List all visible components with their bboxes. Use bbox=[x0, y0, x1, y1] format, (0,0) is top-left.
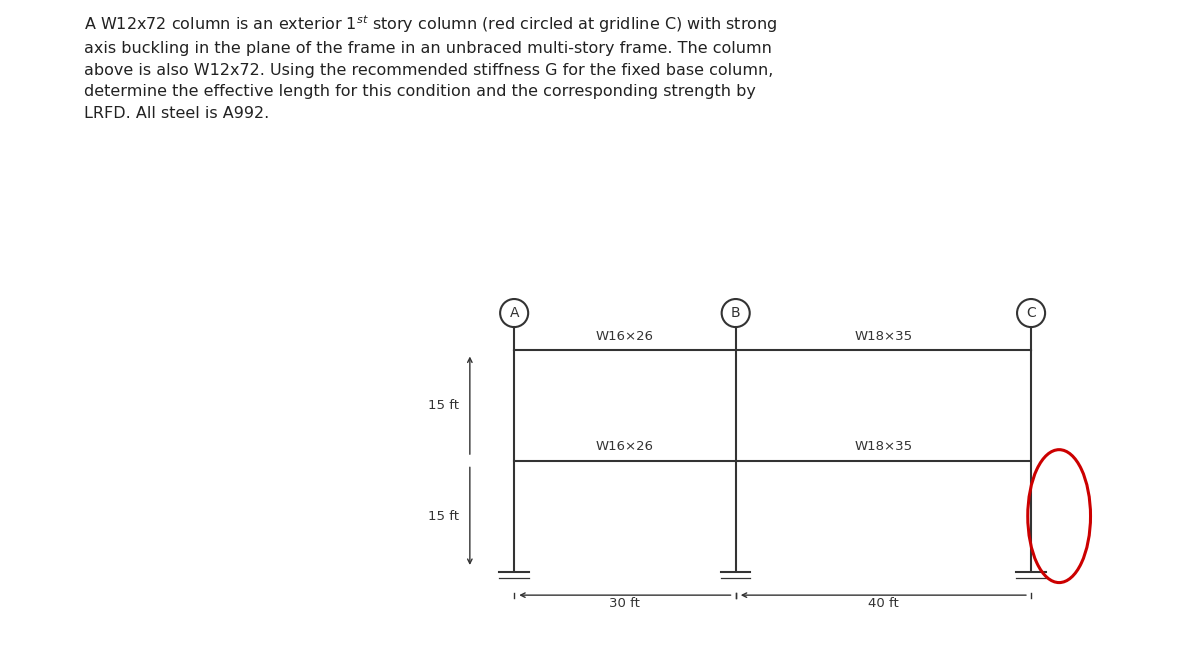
Text: A: A bbox=[510, 306, 518, 320]
Text: 15 ft: 15 ft bbox=[427, 510, 458, 523]
Text: W16×26: W16×26 bbox=[596, 329, 654, 343]
Text: W18×35: W18×35 bbox=[854, 329, 912, 343]
Text: 40 ft: 40 ft bbox=[868, 597, 899, 610]
Text: B: B bbox=[731, 306, 740, 320]
Text: W18×35: W18×35 bbox=[854, 441, 912, 454]
Text: 15 ft: 15 ft bbox=[427, 399, 458, 412]
Text: A W12x72 column is an exterior 1$^{st}$ story column (red circled at gridline C): A W12x72 column is an exterior 1$^{st}$ … bbox=[84, 13, 778, 121]
Text: W16×26: W16×26 bbox=[596, 441, 654, 454]
Text: 30 ft: 30 ft bbox=[610, 597, 641, 610]
Text: C: C bbox=[1026, 306, 1036, 320]
